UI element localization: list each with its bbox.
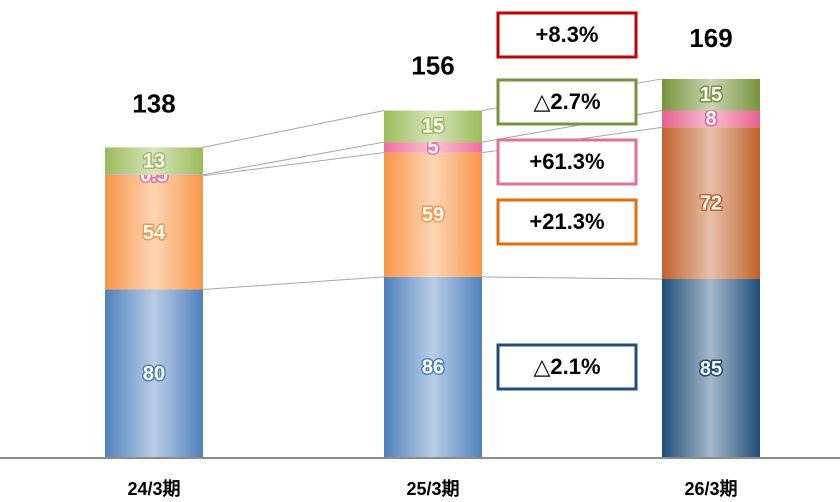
data-label: 15 [422, 116, 444, 138]
data-label: 8 [705, 108, 716, 130]
annotation: +8.3% [536, 22, 599, 47]
annotation: △2.1% [533, 354, 600, 379]
annotation-box [496, 78, 638, 126]
annotation: +61.3% [529, 149, 604, 174]
bar-segment [662, 279, 760, 458]
bar-segment [384, 110, 482, 143]
bar-segment [662, 110, 760, 128]
connector [202, 141, 385, 176]
data-label: 13 [143, 150, 165, 172]
x-tick-label: 26/3期 [684, 479, 737, 499]
data-label: 72 [700, 192, 722, 214]
bar-segment [105, 147, 203, 175]
annotation-box [496, 343, 638, 391]
bar-segment [662, 78, 760, 111]
annotation-box [496, 198, 638, 246]
connector [481, 276, 663, 280]
bar-segment [662, 127, 760, 280]
x-tick-label: 25/3期 [406, 479, 459, 499]
total-label: 138 [132, 88, 175, 118]
bar-segment [384, 152, 482, 277]
annotation-box [496, 138, 638, 186]
bar-segment [384, 276, 482, 458]
data-label: 85 [700, 358, 722, 380]
data-label: 86 [422, 357, 444, 379]
total-label: 156 [411, 50, 454, 80]
connector [202, 276, 385, 291]
total-label: 169 [689, 23, 732, 53]
data-label: 15 [700, 84, 722, 106]
bar-segment [105, 174, 203, 176]
data-label: 80 [143, 363, 165, 385]
annotation-box [496, 11, 638, 59]
data-label: 59 [422, 204, 444, 226]
data-label: 54 [143, 222, 166, 244]
connector [202, 110, 385, 148]
annotation: △2.7% [533, 89, 600, 114]
annotation: +21.3% [529, 209, 604, 234]
connector [202, 152, 385, 177]
bar-segment [105, 289, 203, 458]
x-tick-label: 24/3期 [127, 479, 180, 499]
bar-segment [105, 175, 203, 290]
bar-segment [384, 142, 482, 153]
